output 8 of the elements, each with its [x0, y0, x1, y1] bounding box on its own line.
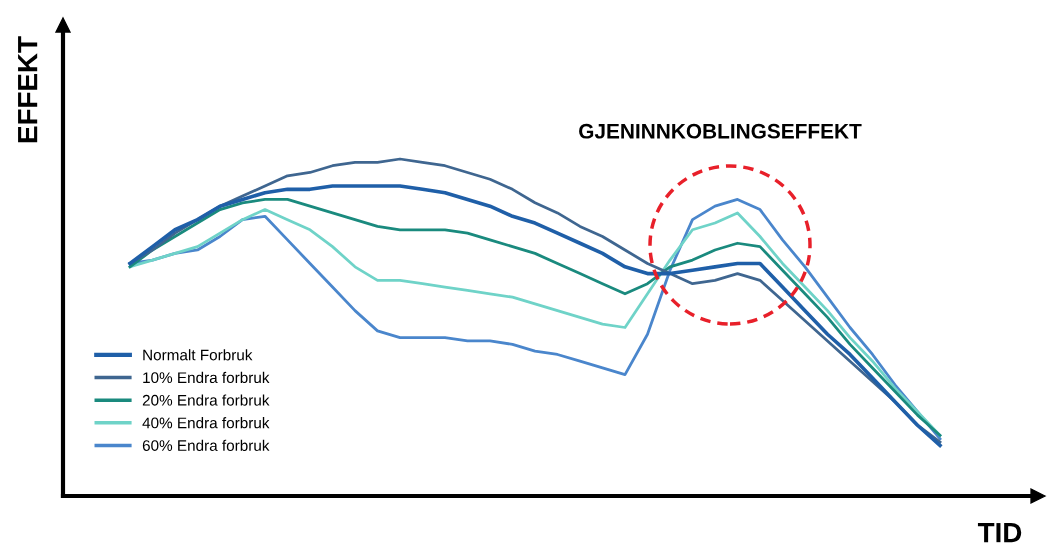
- legend-label: 40% Endra forbruk: [142, 417, 270, 429]
- legend-label: 10% Endra forbruk: [143, 371, 270, 384]
- y-axis-title: EFFEKT: [18, 36, 38, 143]
- text: GJENINNKOBLINGSEFFEKT: [579, 123, 862, 139]
- legend-label: 20% Endra forbruk: [142, 394, 270, 406]
- legend-label: 60% Endra forbruk: [142, 439, 270, 451]
- legend-label: Normalt Forbruk: [143, 349, 253, 361]
- x-axis-title: TID: [977, 523, 1022, 543]
